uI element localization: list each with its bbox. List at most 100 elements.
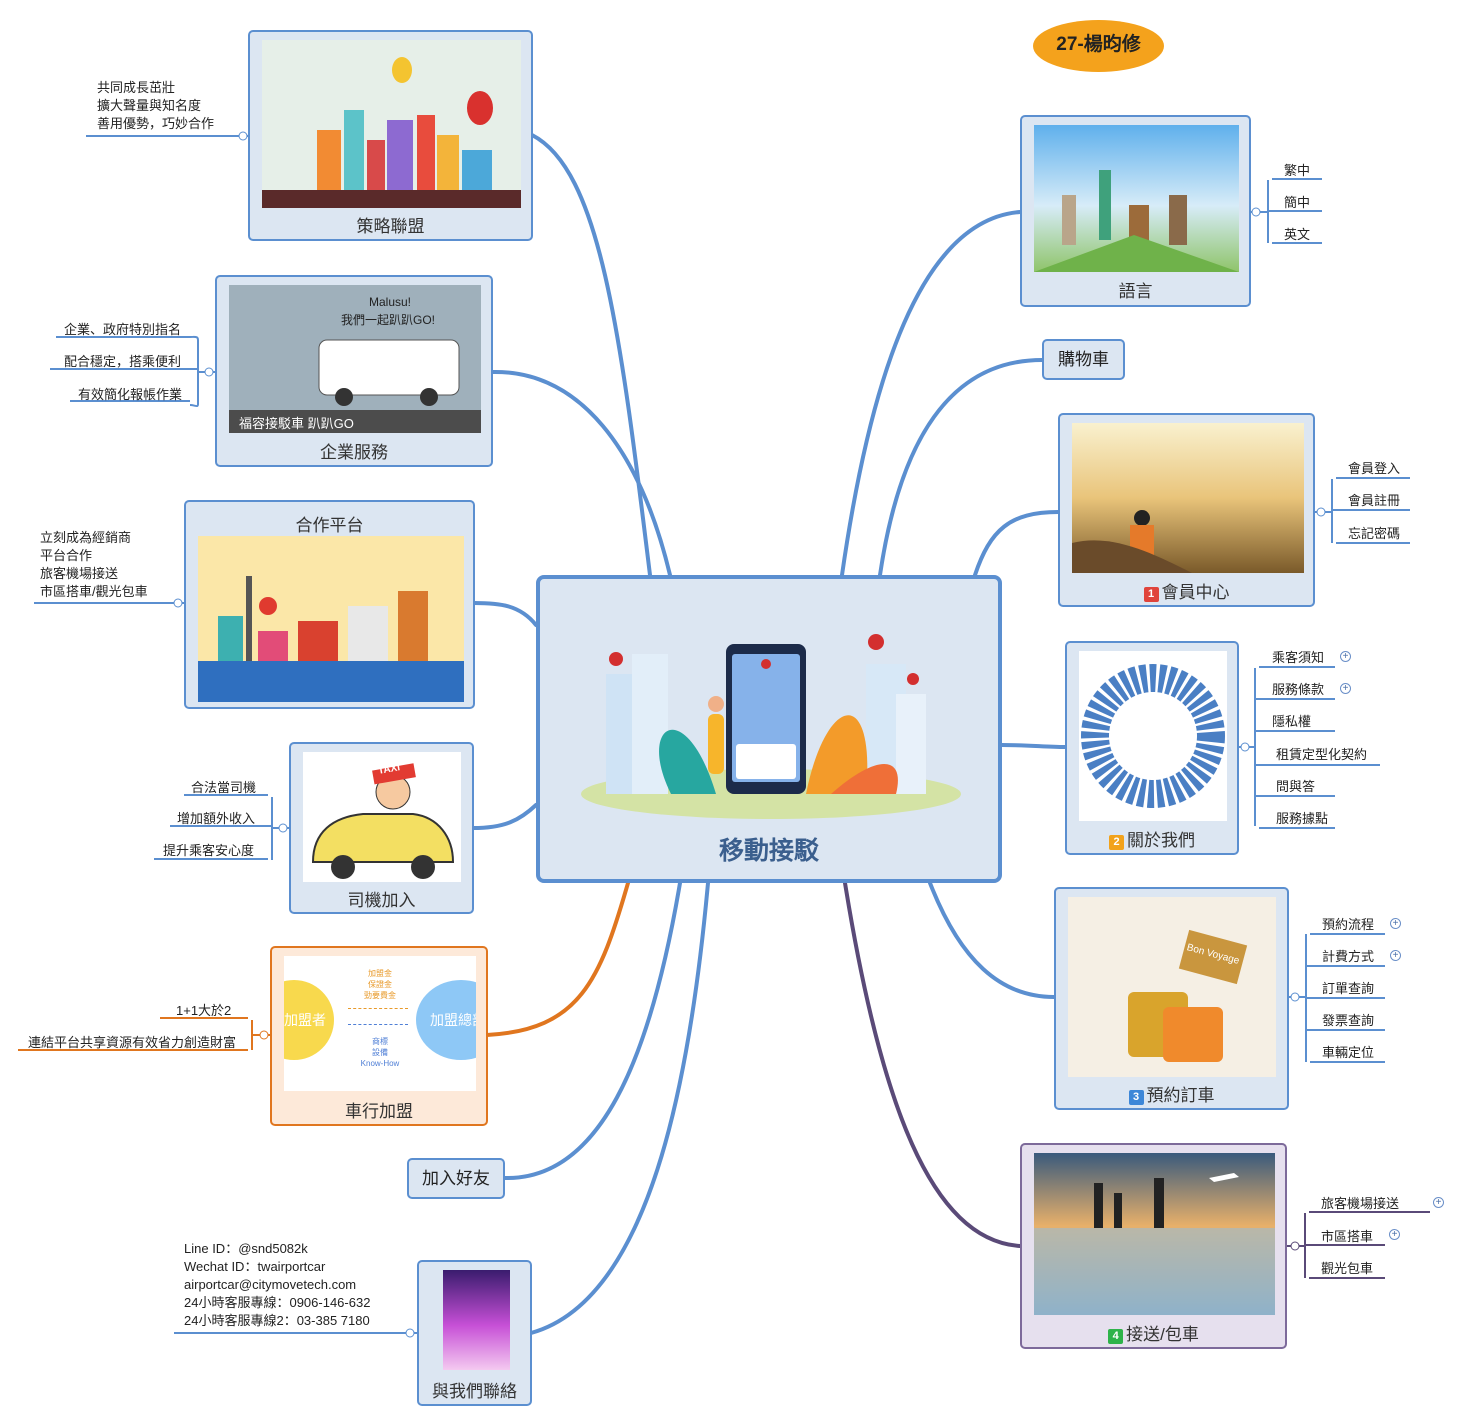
topic-platform[interactable]: 合作平台 — [184, 500, 475, 709]
leaf-transfer-3[interactable]: 觀光包車 — [1321, 1261, 1374, 1276]
contact-image — [443, 1270, 510, 1370]
franchise-bottom-terms: 商標 設備 Know-How — [360, 1037, 400, 1068]
leaf-booking-3[interactable]: 訂單查詢 — [1322, 981, 1375, 996]
contact-email[interactable]: airportcar@citymovetech.com — [184, 1277, 357, 1292]
language-label: 語言 — [1118, 282, 1153, 301]
topic-enterprise[interactable]: Malusu! 我們一起趴趴GO! 福容接駁車 趴趴GO 企業服務 — [215, 275, 493, 467]
topic-contact[interactable]: 與我們聯絡 — [417, 1260, 532, 1406]
expand-icon[interactable]: + — [1390, 918, 1401, 929]
enterprise-image-caption: 福容接駁車 趴趴GO — [239, 416, 354, 431]
central-title: 移動接駁 — [718, 837, 819, 865]
branch-platform — [472, 601, 538, 627]
expand-icon[interactable]: + — [1389, 1229, 1400, 1240]
franchise-image: 加盟者 加盟總部 加盟金 保證金 勁要費金 商標 設備 Know-How — [284, 956, 476, 1091]
contact-wechat-id[interactable]: Wechat ID：twairportcar — [184, 1259, 326, 1274]
driver-image: TAXI — [303, 752, 461, 882]
alliance-label: 策略聯盟 — [356, 217, 425, 236]
contact-phone-1[interactable]: 24小時客服專線：0906-146-632 — [184, 1295, 371, 1310]
leaf-platform-2[interactable]: 平台合作 — [40, 548, 93, 563]
platform-label: 合作平台 — [295, 516, 364, 535]
leaf-language-1[interactable]: 繁中 — [1284, 163, 1311, 178]
topic-transfer[interactable]: 4 接送/包車 — [1020, 1143, 1287, 1349]
leaf-language-2[interactable]: 簡中 — [1284, 195, 1311, 210]
topic-driver[interactable]: TAXI 司機加入 — [289, 742, 474, 914]
expand-icon[interactable]: + — [1433, 1197, 1444, 1208]
leaf-driver-2[interactable]: 增加額外收入 — [177, 811, 256, 826]
expand-icon[interactable]: + — [1340, 683, 1351, 694]
transfer-image — [1034, 1153, 1275, 1315]
branch-transfer — [843, 881, 1022, 1248]
leaf-platform-4[interactable]: 市區搭車/觀光包車 — [40, 584, 148, 599]
topic-member[interactable]: 1 會員中心 — [1058, 413, 1315, 607]
author-tag[interactable]: 27-楊昀修 — [1033, 20, 1164, 72]
leaf-member-2[interactable]: 會員註冊 — [1348, 493, 1401, 508]
branch-about — [1000, 743, 1067, 749]
leaf-driver-1[interactable]: 合法當司機 — [191, 780, 257, 795]
booking-badge: 3 — [1128, 1090, 1144, 1105]
leaf-member-3[interactable]: 忘記密碼 — [1348, 526, 1401, 541]
leaf-alliance-2[interactable]: 擴大聲量與知名度 — [97, 98, 202, 113]
leaf-transfer-2[interactable]: 市區搭車 — [1321, 1229, 1374, 1244]
about-badge: 2 — [1109, 835, 1124, 850]
language-image — [1034, 125, 1239, 272]
contact-phone-2[interactable]: 24小時客服專線2：03-385 7180 — [184, 1313, 370, 1328]
leaf-enterprise-2[interactable]: 配合穩定，搭乘便利 — [64, 354, 182, 369]
about-label: 2 關於我們 — [1067, 826, 1237, 851]
branch-friends — [503, 881, 682, 1181]
member-image — [1072, 423, 1304, 573]
leaf-about-5[interactable]: 問與答 — [1276, 779, 1316, 794]
driver-label: 司機加入 — [347, 891, 416, 910]
leaf-about-1[interactable]: 乘客須知 — [1272, 650, 1325, 665]
central-topic[interactable]: 移動接駁 — [536, 575, 1002, 883]
leaf-booking-5[interactable]: 車輛定位 — [1322, 1045, 1375, 1060]
topic-booking[interactable]: Bon Voyage 3 預約訂車 — [1054, 887, 1289, 1110]
about-image — [1079, 651, 1227, 821]
central-illustration — [581, 634, 961, 819]
franchise-right-circle: 加盟總部 — [416, 980, 476, 1060]
leaf-enterprise-3[interactable]: 有效簡化報帳作業 — [78, 387, 183, 402]
leaf-about-4[interactable]: 租賃定型化契約 — [1276, 747, 1368, 762]
franchise-top-terms: 加盟金 保證金 勁要費金 — [364, 969, 396, 1000]
leaf-booking-2[interactable]: 計費方式 — [1322, 949, 1375, 964]
member-badge: 1 — [1143, 587, 1159, 602]
franchise-label: 車行加盟 — [345, 1102, 413, 1121]
expand-icon[interactable]: + — [1390, 950, 1401, 961]
leaf-booking-4[interactable]: 發票查詢 — [1322, 1013, 1375, 1028]
topic-alliance[interactable]: 策略聯盟 — [248, 30, 533, 241]
alliance-image — [262, 40, 521, 208]
leaf-platform-1[interactable]: 立刻成為經銷商 — [40, 530, 132, 545]
topic-language[interactable]: 語言 — [1020, 115, 1251, 307]
leaf-booking-1[interactable]: 預約流程 — [1322, 917, 1375, 932]
leaf-franchise-1[interactable]: 1+1大於2 — [176, 1003, 232, 1018]
alliance-leaves: 共同成長茁壯 擴大聲量與知名度 善用優勢，巧妙合作 — [97, 79, 214, 133]
leaf-about-3[interactable]: 隱私權 — [1272, 714, 1312, 729]
leaf-driver-3[interactable]: 提升乘客安心度 — [163, 843, 255, 858]
booking-image: Bon Voyage — [1068, 897, 1276, 1077]
leaf-about-2[interactable]: 服務條款 — [1272, 682, 1325, 697]
franchise-left-circle: 加盟者 — [284, 980, 334, 1060]
leaf-about-6[interactable]: 服務據點 — [1276, 811, 1329, 826]
leaf-member-1[interactable]: 會員登入 — [1348, 461, 1401, 476]
topic-about[interactable]: 2 關於我們 — [1065, 641, 1239, 855]
leaf-language-3[interactable]: 英文 — [1284, 227, 1311, 242]
branch-cart — [878, 358, 1044, 577]
contact-line-id[interactable]: Line ID：@snd5082k — [184, 1241, 308, 1256]
transfer-label: 4 接送/包車 — [1022, 1320, 1285, 1345]
topic-friends[interactable]: 加入好友 — [407, 1158, 505, 1199]
leaf-alliance-1[interactable]: 共同成長茁壯 — [97, 80, 176, 95]
leaf-alliance-3[interactable]: 善用優勢，巧妙合作 — [97, 116, 215, 131]
leaf-enterprise-1[interactable]: 企業、政府特別指名 — [64, 322, 182, 337]
transfer-badge: 4 — [1108, 1329, 1124, 1344]
branch-language — [840, 210, 1022, 577]
topic-cart[interactable]: 購物車 — [1042, 339, 1125, 380]
branch-driver — [471, 803, 538, 830]
member-label: 1 會員中心 — [1060, 578, 1313, 603]
topic-franchise[interactable]: 加盟者 加盟總部 加盟金 保證金 勁要費金 商標 設備 Know-How 車行加… — [270, 946, 488, 1126]
branch-alliance — [530, 133, 652, 577]
leaf-transfer-1[interactable]: 旅客機場接送 — [1321, 1196, 1400, 1211]
expand-icon[interactable]: + — [1340, 651, 1351, 662]
leaf-franchise-2[interactable]: 連結平台共享資源有效省力創造財富 — [28, 1035, 237, 1050]
leaf-platform-3[interactable]: 旅客機場接送 — [40, 566, 119, 581]
enterprise-label: 企業服務 — [320, 443, 388, 462]
